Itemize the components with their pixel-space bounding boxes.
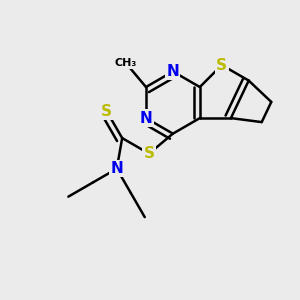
Text: CH₃: CH₃ [115, 58, 137, 68]
Text: S: S [216, 58, 227, 73]
Text: N: N [140, 111, 152, 126]
Text: N: N [110, 161, 123, 176]
Text: N: N [167, 64, 179, 79]
Text: S: S [144, 146, 154, 161]
Text: S: S [101, 104, 112, 119]
